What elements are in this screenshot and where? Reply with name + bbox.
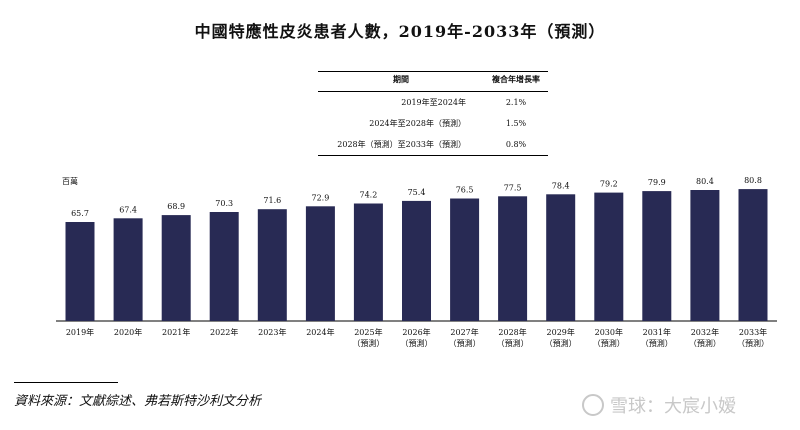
chart-title: 中國特應性皮炎患者人數，2019年-2033年（預測） [194, 22, 606, 41]
table-header-period: 期間 [318, 71, 484, 92]
bar-2025年 [353, 203, 383, 321]
data-label: 65.7 [71, 209, 89, 218]
source-divider [14, 382, 118, 383]
x-tick-label: 2032年 [691, 327, 719, 337]
bar-2030年 [594, 192, 624, 321]
x-tick-note: （預測） [737, 338, 769, 348]
table-header-row: 期間 複合年增長率 [318, 71, 548, 92]
bar-2029年 [546, 194, 576, 321]
x-tick-label: 2021年 [162, 327, 190, 337]
x-tick-note: （預測） [689, 338, 721, 348]
table-cell-period: 2019年至2024年 [401, 98, 466, 107]
table-row: 2019年至2024年 2.1% [318, 92, 548, 114]
x-tick-label: 2026年 [402, 327, 430, 337]
snowball-logo-icon [582, 394, 604, 416]
data-label: 75.4 [408, 188, 426, 197]
bar-2019年 [65, 222, 95, 321]
x-tick-note: （預測） [641, 338, 673, 348]
bar-2033年 [738, 189, 768, 321]
data-label: 67.4 [119, 205, 137, 214]
data-label: 77.5 [504, 183, 522, 192]
table-cell-cagr: 1.5% [505, 119, 527, 128]
data-label: 76.5 [456, 186, 474, 195]
data-label: 72.9 [311, 193, 329, 202]
table-header-cagr: 複合年增長率 [484, 71, 548, 92]
x-tick-note: （預測） [593, 338, 625, 348]
table-cell-period: 2028年（預測）至2033年（預測） [318, 134, 484, 156]
bar-2028年 [498, 196, 528, 321]
x-tick-label: 2024年 [306, 327, 334, 337]
cagr-table: 期間 複合年增長率 2019年至2024年 2.1% 2024年至2028年（預… [318, 71, 548, 156]
data-label: 79.9 [648, 178, 666, 187]
data-label: 80.4 [696, 177, 714, 186]
x-tick-note: （預測） [545, 338, 577, 348]
data-label: 74.2 [359, 191, 377, 200]
x-tick-label: 2029年 [547, 327, 575, 337]
bar-chart: 65.7 2019年 67.4 2020年 68.9 2021年 70.3 2022年 71.6… [56, 176, 777, 348]
x-tick-label: 2031年 [643, 327, 671, 337]
table-row: 2028年（預測）至2033年（預測） 0.8% [318, 134, 548, 156]
watermark-text: 雪球：大宸小嫒 [610, 396, 736, 417]
x-tick-note: （預測） [497, 338, 529, 348]
x-tick-label: 2030年 [595, 327, 623, 337]
x-tick-label: 2025年 [354, 327, 382, 337]
data-label: 71.6 [263, 196, 281, 205]
x-tick-label: 2028年 [498, 327, 526, 337]
x-tick-label: 2027年 [450, 327, 478, 337]
x-tick-label: 2023年 [258, 327, 286, 337]
x-tick-label: 2019年 [66, 327, 94, 337]
bar-2032年 [690, 190, 720, 321]
bar-2020年 [113, 218, 143, 321]
watermark: 雪球：大宸小嫒 [582, 392, 736, 418]
x-tick-label: 2033年 [739, 327, 767, 337]
y-unit-label: 百萬 [62, 177, 78, 186]
table-row: 2024年至2028年（預測） 1.5% [318, 113, 548, 134]
source-note: 資料來源：文獻綜述、弗若斯特沙利文分析 [14, 394, 262, 409]
bar-2023年 [257, 209, 287, 321]
x-tick-label: 2020年 [114, 327, 142, 337]
table-cell-cagr: 0.8% [484, 134, 548, 156]
bar-2031年 [642, 191, 672, 321]
x-tick-note: （預測） [449, 338, 481, 348]
bar-2024年 [305, 206, 335, 321]
data-label: 68.9 [167, 202, 185, 211]
data-label: 79.2 [600, 180, 618, 189]
data-label: 80.8 [744, 176, 762, 185]
bar-2022年 [209, 212, 239, 321]
x-tick-label: 2022年 [210, 327, 238, 337]
data-label: 70.3 [215, 199, 233, 208]
bar-2027年 [450, 198, 480, 321]
x-tick-note: （預測） [401, 338, 433, 348]
table-cell-period: 2024年至2028年（預測） [369, 119, 466, 128]
bar-2026年 [402, 200, 431, 321]
bar-2021年 [161, 215, 191, 321]
table-cell-cagr: 2.1% [505, 98, 527, 107]
data-label: 78.4 [552, 181, 570, 190]
x-tick-note: （預測） [352, 338, 384, 348]
